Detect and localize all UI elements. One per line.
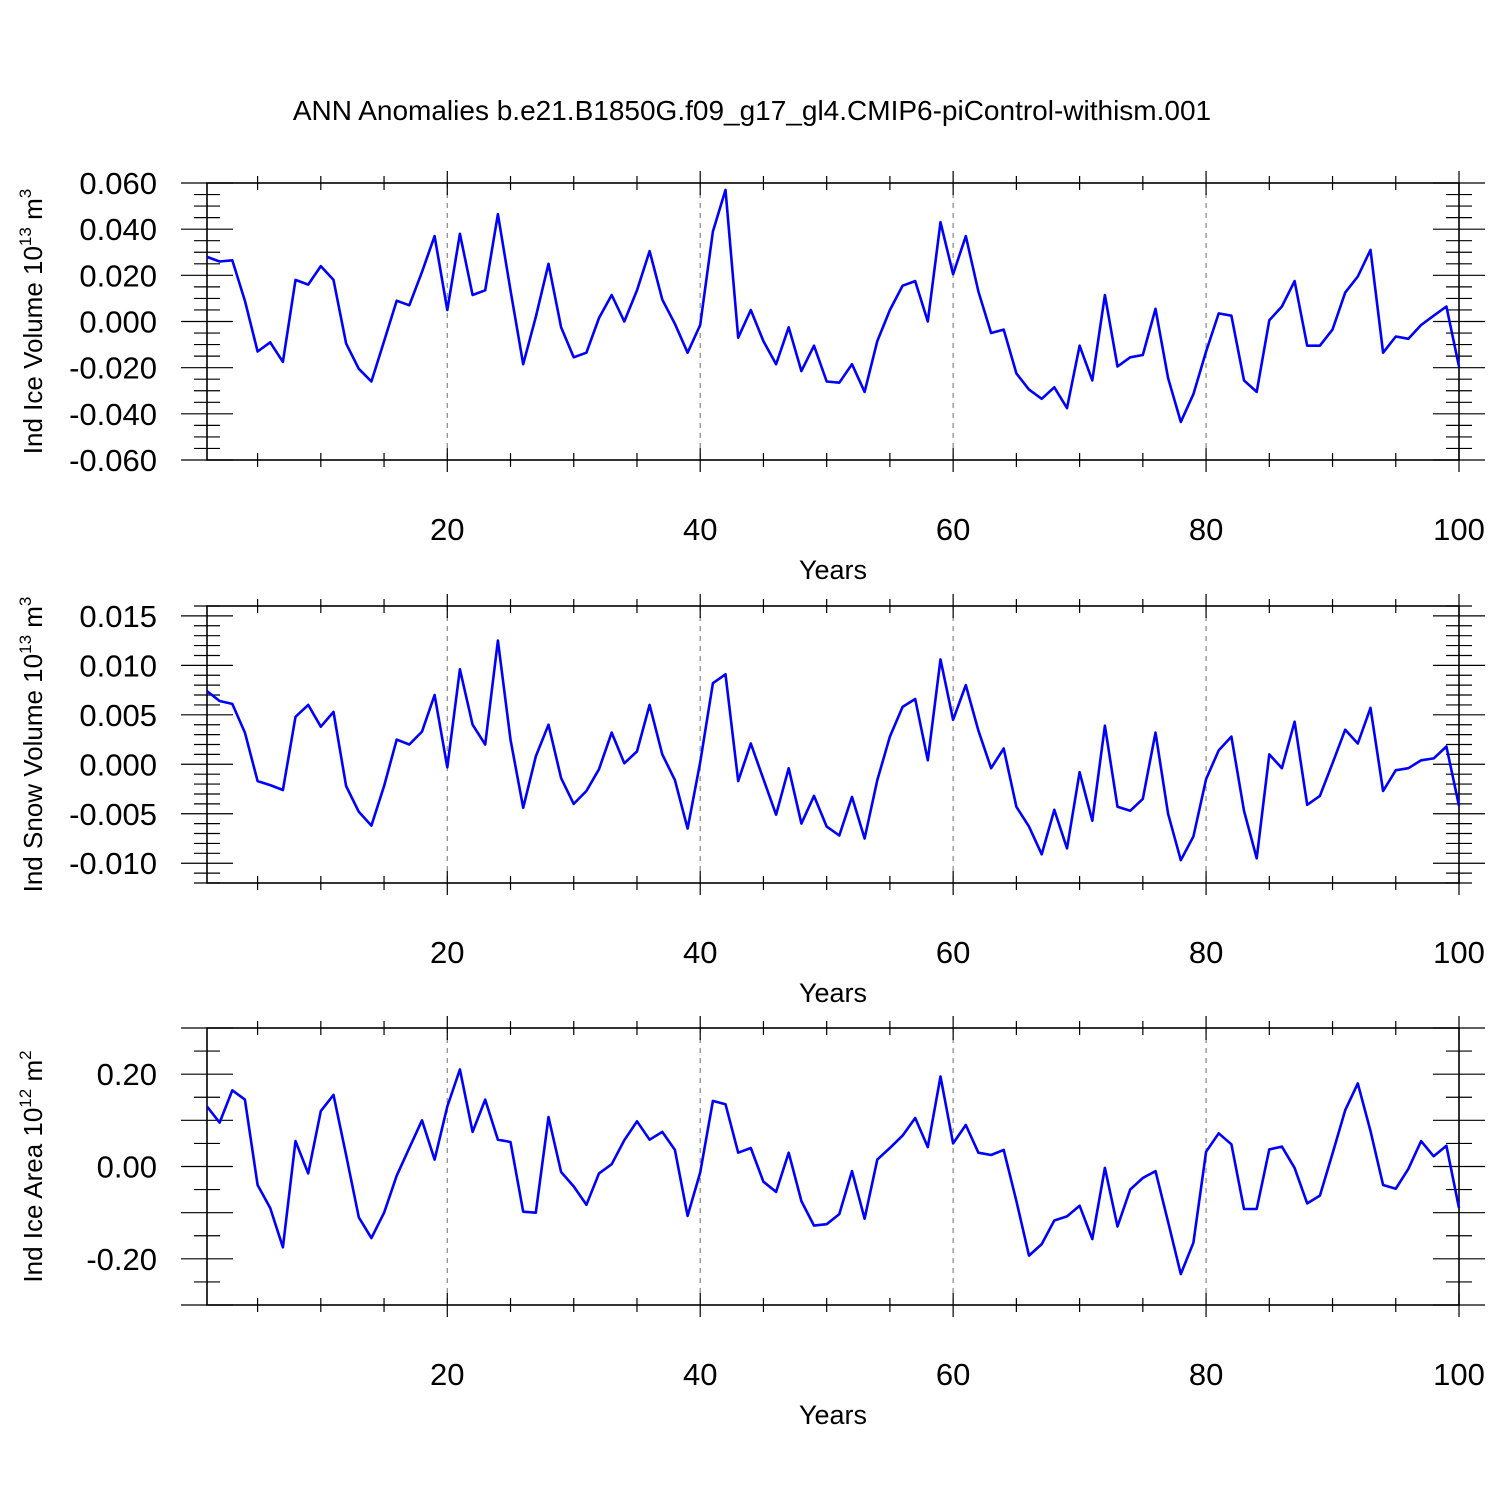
y-axis-label-part: Ind Ice Area 10 — [18, 1108, 48, 1283]
y-axis-label-part: m — [18, 606, 48, 635]
y-tick-label: 0.040 — [79, 212, 157, 247]
x-axis-label: Years — [799, 555, 867, 585]
y-tick-label: 0.005 — [79, 698, 157, 733]
y-axis-label-part: 13 — [16, 635, 35, 654]
x-tick-label: 60 — [936, 935, 970, 970]
panel-snow-volume: 0.015 0.010 0.005 0.000 -0.005 -0.010 20 40 60 80… — [16, 594, 1485, 1008]
series-line — [206, 188, 1461, 424]
y-tick-label: -0.060 — [69, 443, 157, 478]
x-tick-label: 40 — [683, 512, 717, 547]
y-axis-label-part: m — [18, 198, 48, 227]
plot-frame — [206, 605, 1460, 884]
y-tick-label: 0.00 — [97, 1150, 157, 1185]
chart-title: ANN Anomalies b.e21.B1850G.f09_g17_gl4.C… — [293, 95, 1211, 126]
y-tick-label: 0.000 — [79, 747, 157, 782]
x-tick-label: 80 — [1189, 1357, 1223, 1392]
x-axis-label: Years — [799, 1400, 867, 1430]
y-tick-label: 0.015 — [79, 599, 157, 634]
y-axis-label: Ind Snow Volume 1013 m3 — [16, 597, 48, 893]
y-axis-label-part: 13 — [16, 227, 35, 246]
x-tick-label: 20 — [430, 935, 464, 970]
y-axis-label-part: Ind Snow Volume 10 — [18, 654, 48, 893]
y-tick-label: -0.20 — [86, 1242, 157, 1277]
x-tick-label: 100 — [1433, 935, 1485, 970]
y-tick-label: 0.020 — [79, 258, 157, 293]
x-tick-label: 80 — [1189, 512, 1223, 547]
y-axis-label-part: Ind Ice Volume 10 — [18, 246, 48, 454]
x-tick-label: 20 — [430, 512, 464, 547]
series-line — [206, 639, 1461, 862]
y-tick-label: -0.020 — [69, 351, 157, 386]
y-tick-label: 0.000 — [79, 305, 157, 340]
x-axis-label: Years — [799, 978, 867, 1008]
y-tick-label: 0.060 — [79, 166, 157, 201]
x-tick-label: 60 — [936, 512, 970, 547]
panel-ice-area: 0.20 0.00 -0.20 20 40 60 80 100 Years Ind Ice Are… — [16, 1016, 1485, 1430]
plot-frame — [206, 182, 1460, 461]
x-tick-label: 20 — [430, 1357, 464, 1392]
x-tick-label: 100 — [1433, 512, 1485, 547]
y-tick-label: 0.010 — [79, 648, 157, 683]
x-tick-label: 40 — [683, 935, 717, 970]
y-tick-label: -0.010 — [69, 846, 157, 881]
plot-frame — [206, 1027, 1460, 1306]
y-axis-label: Ind Ice Area 1012 m2 — [16, 1050, 48, 1282]
y-axis-label-part: 3 — [16, 597, 35, 606]
y-axis-label: Ind Ice Volume 1013 m3 — [16, 189, 48, 454]
series-line — [205, 1068, 1461, 1276]
y-axis-label-part: m — [18, 1060, 48, 1089]
x-tick-label: 40 — [683, 1357, 717, 1392]
y-axis-label-part: 3 — [16, 189, 35, 198]
x-tick-label: 100 — [1433, 1357, 1485, 1392]
y-tick-label: 0.20 — [97, 1057, 157, 1092]
y-tick-label: -0.005 — [69, 797, 157, 832]
x-tick-label: 80 — [1189, 935, 1223, 970]
x-tick-label: 60 — [936, 1357, 970, 1392]
panel-ice-volume: 0.060 0.040 0.020 0.000 -0.020 -0.040 -0.060 20… — [16, 166, 1485, 585]
y-axis-label-part: 12 — [16, 1089, 35, 1108]
y-tick-label: -0.040 — [69, 397, 157, 432]
y-axis-label-part: 2 — [16, 1050, 35, 1059]
